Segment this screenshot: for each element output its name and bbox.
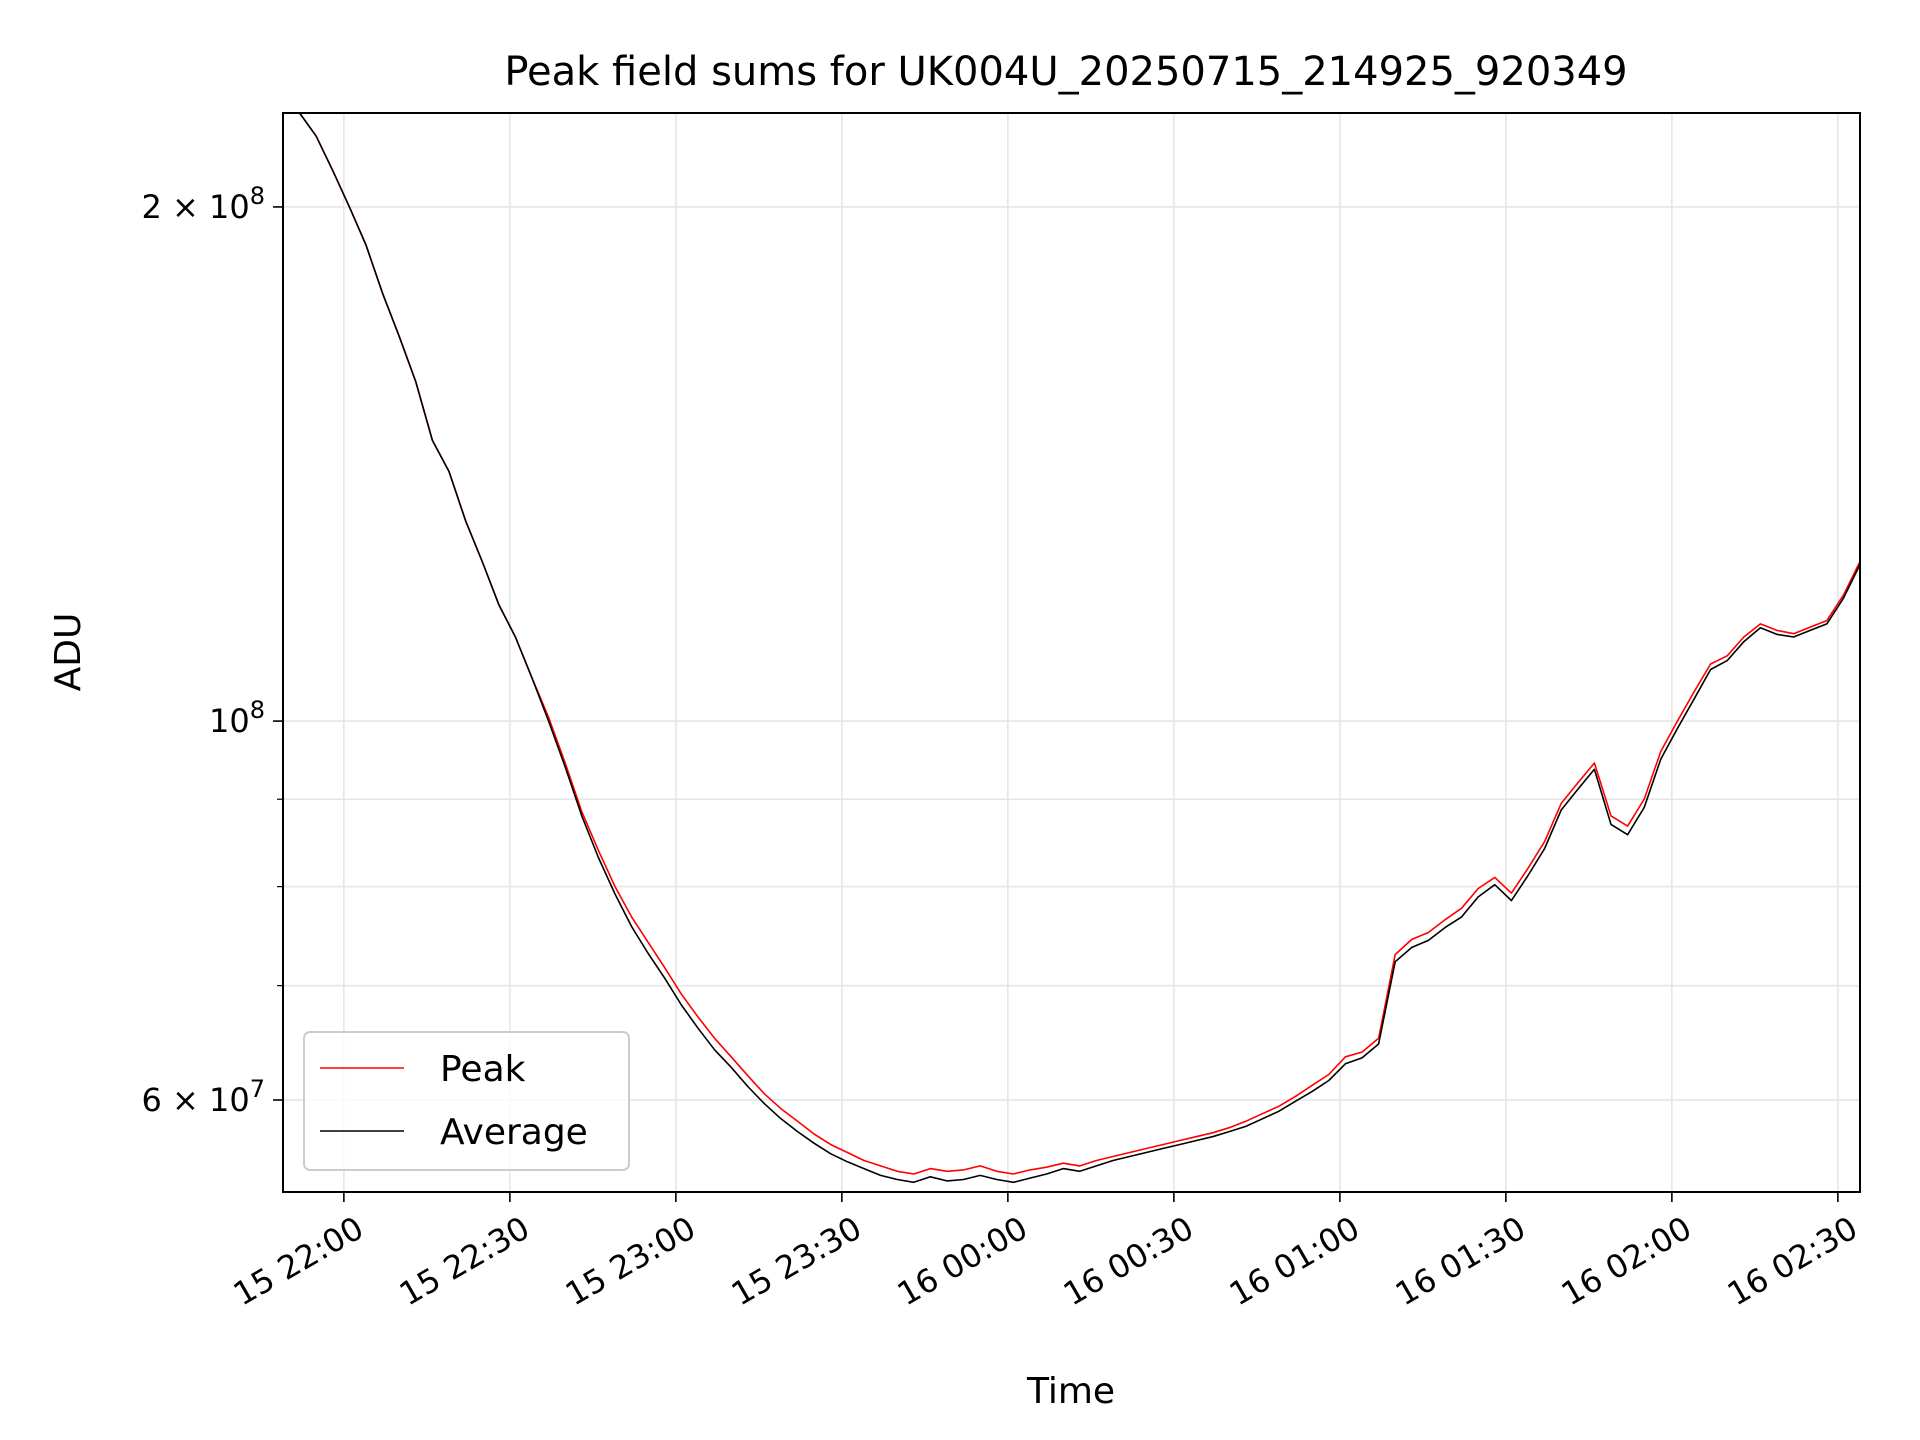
x-axis-label: Time bbox=[1026, 1371, 1115, 1412]
legend-label-peak: Peak bbox=[440, 1049, 526, 1090]
grid bbox=[283, 113, 1860, 1192]
chart-title: Peak field sums for UK004U_20250715_2149… bbox=[504, 49, 1627, 95]
y-tick-label: 108 bbox=[209, 696, 265, 740]
series-layer bbox=[283, 112, 1861, 1184]
series-line-average bbox=[283, 112, 1861, 1184]
legend-label-average: Average bbox=[440, 1112, 588, 1153]
legend-box bbox=[303, 1031, 630, 1171]
y-tick-label: 2 × 108 bbox=[141, 182, 265, 226]
y-tick-label: 6 × 107 bbox=[141, 1075, 265, 1119]
y-axis: 6 × 107 108 2 × 108 bbox=[141, 182, 283, 1119]
y-axis-label: ADU bbox=[48, 613, 89, 692]
plot-area bbox=[283, 113, 1860, 1192]
plot-frame bbox=[282, 112, 1861, 1193]
legend: Peak Average bbox=[303, 1031, 630, 1171]
series-line-peak bbox=[283, 112, 1861, 1175]
